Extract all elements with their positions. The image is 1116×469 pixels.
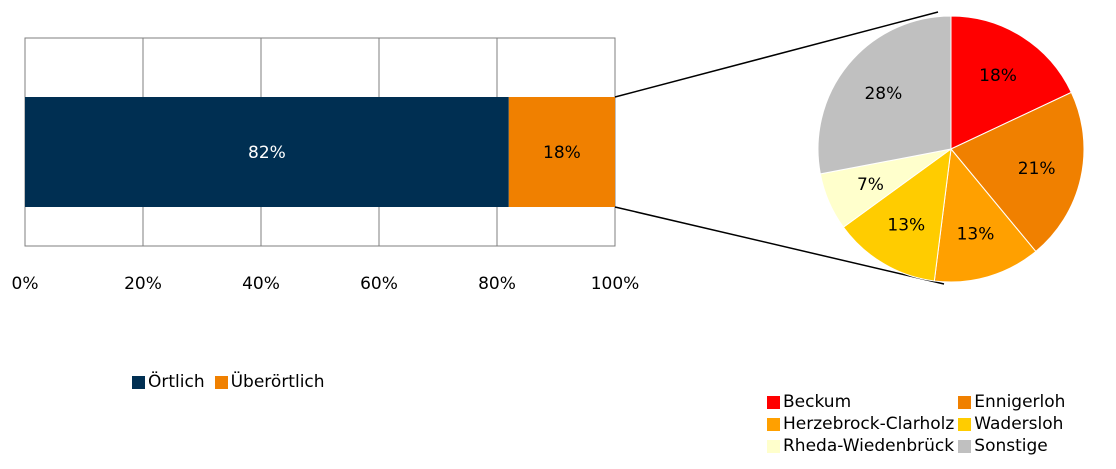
legend-swatch <box>214 375 228 389</box>
x-tick-label: 40% <box>242 274 280 294</box>
pie-slice <box>842 147 952 282</box>
pie-chart: 18% 21% 13% 13% 7% 28% <box>817 15 1085 283</box>
bar-chart-legend: Örtlich Überörtlich <box>132 372 325 392</box>
legend-item: Herzebrock-Clarholz <box>767 414 954 434</box>
pie-data-label: 7% <box>857 175 884 195</box>
legend-swatch <box>958 439 972 453</box>
legend-label: Ennigerloh <box>974 392 1066 412</box>
bar-segment <box>25 97 509 207</box>
pie-slice <box>817 15 952 175</box>
pie-data-label: 21% <box>1018 159 1056 179</box>
pie-data-label: 18% <box>979 66 1017 86</box>
x-tick-label: 20% <box>124 274 162 294</box>
x-tick-label: 80% <box>478 274 516 294</box>
legend-swatch <box>958 417 972 431</box>
legend-label: Wadersloh <box>974 414 1064 434</box>
legend-swatch <box>767 439 780 453</box>
legend-item: Sonstige <box>958 436 1065 456</box>
bar-segment <box>508 97 615 207</box>
legend-label: Herzebrock-Clarholz <box>783 414 955 434</box>
x-tick-label: 100% <box>591 274 640 294</box>
pie-chart-legend: Beckum Ennigerloh Herzebrock-Clarholz Wader… <box>767 392 1065 456</box>
connector-line-top <box>614 11 939 98</box>
bar-of-pie-connector-lines <box>614 11 945 285</box>
pie-slice <box>950 15 1073 150</box>
legend-swatch <box>767 417 780 431</box>
legend-item: Rheda-Wiedenbrück <box>767 436 954 456</box>
legend-label: Rheda-Wiedenbrück <box>783 436 955 456</box>
x-tick-label: 0% <box>12 274 39 294</box>
bar-chart-segments: 82% 18% <box>25 97 615 207</box>
bar-chart-x-axis: 0% 20% 40% 60% 80% 100% <box>12 274 640 294</box>
legend-label: Beckum <box>783 392 852 412</box>
legend-item: Überörtlich <box>214 372 325 392</box>
pie-data-label: 13% <box>887 216 925 236</box>
legend-item: Ennigerloh <box>958 392 1065 412</box>
x-tick-label: 60% <box>360 274 398 294</box>
bar-data-label: 18% <box>543 143 581 163</box>
legend-label: Örtlich <box>148 372 205 392</box>
connector-line-bottom <box>614 206 945 285</box>
pie-slice <box>933 147 1037 283</box>
legend-item: Beckum <box>767 392 954 412</box>
pie-data-label: 13% <box>957 224 995 244</box>
pie-data-label: 28% <box>864 84 902 104</box>
legend-item: Örtlich <box>132 372 205 392</box>
bar-data-label: 82% <box>248 143 286 163</box>
pie-slice <box>950 91 1085 253</box>
legend-label: Sonstige <box>974 436 1048 456</box>
legend-swatch <box>767 395 780 409</box>
legend-item: Wadersloh <box>958 414 1065 434</box>
legend-label: Überörtlich <box>230 372 325 392</box>
legend-swatch <box>958 395 972 409</box>
legend-swatch <box>132 375 145 389</box>
